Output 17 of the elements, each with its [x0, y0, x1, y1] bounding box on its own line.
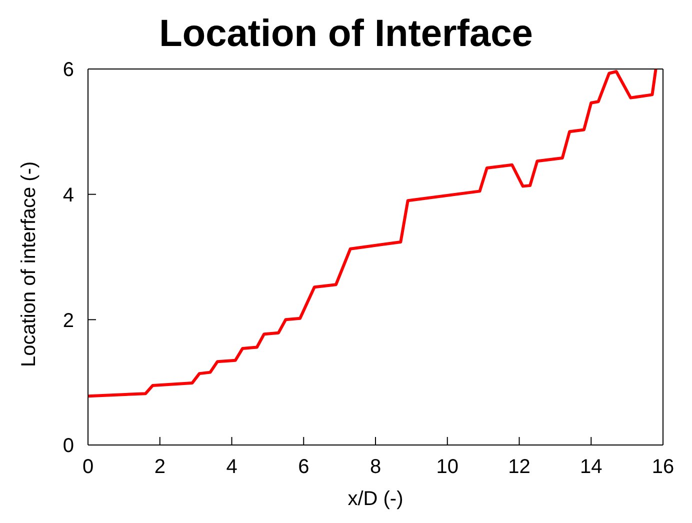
x-tick-label: 10	[436, 456, 458, 478]
chart-title: Location of Interface	[158, 12, 534, 57]
x-tick-label: 12	[508, 456, 530, 478]
x-axis-title: x/D (-)	[348, 488, 404, 510]
x-tick-label: 8	[370, 456, 382, 478]
x-tick-label: 2	[154, 456, 166, 478]
y-tick-label: 4	[62, 184, 74, 206]
x-tick-label: 0	[82, 456, 94, 478]
y-axis-title: Location of interface (-)	[18, 161, 40, 367]
line-series	[88, 69, 658, 398]
x-tick-label: 4	[226, 456, 238, 478]
y-tick-label: 6	[62, 59, 74, 82]
x-tick-label: 6	[298, 456, 310, 478]
y-tick-label: 0	[62, 435, 74, 458]
x-tick-label: 14	[580, 456, 602, 478]
x-tick-label: 16	[652, 456, 674, 478]
y-tick-label: 2	[62, 310, 74, 332]
